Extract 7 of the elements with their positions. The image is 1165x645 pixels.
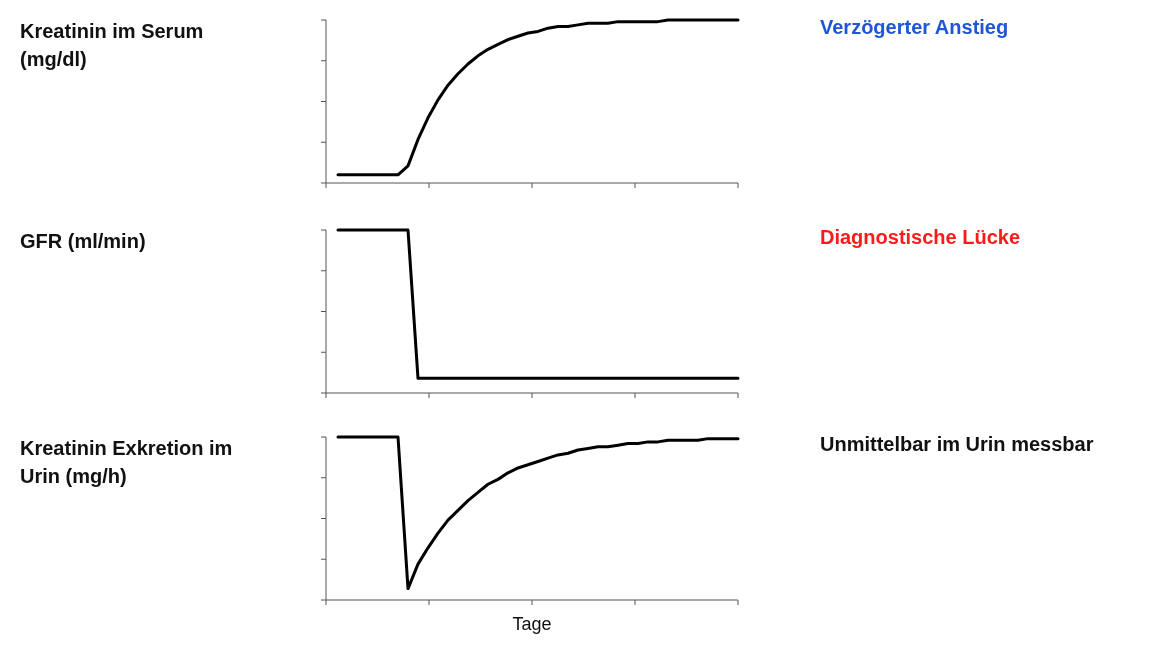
x-axis-title: Tage (512, 614, 552, 634)
y-axis-title: Kreatinin im Serum (mg/dl) (20, 20, 204, 70)
text: Unmittelbar im Urin messbar (820, 433, 1094, 455)
y-axis-title: GFR (ml/min) (20, 230, 146, 252)
text: Verzögerter Anstieg (820, 16, 1009, 38)
text: Diagnostische Lücke (820, 226, 1021, 248)
y-axis-title: Kreatinin Exkretion im Urin (mg/h) (20, 437, 233, 487)
